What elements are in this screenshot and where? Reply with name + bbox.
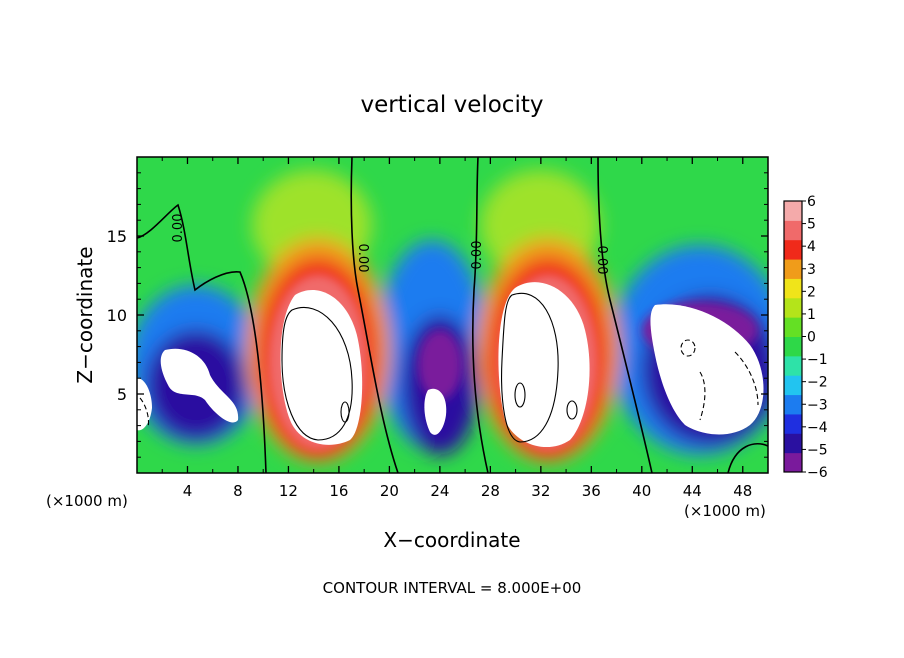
colorbar-tick-label: −1 bbox=[807, 352, 828, 368]
negative-contour-4 bbox=[139, 397, 150, 429]
x-tick-label: 12 bbox=[279, 482, 298, 500]
colorbar-swatch bbox=[784, 317, 802, 337]
colorbar-swatch bbox=[784, 297, 802, 318]
x-tick-label: 36 bbox=[582, 482, 601, 500]
saturated-downdraft-right bbox=[650, 304, 764, 435]
colorbar-tick-label: 0 bbox=[807, 330, 816, 346]
y-tick-label: 10 bbox=[107, 306, 127, 325]
colorbar-tick-label: −2 bbox=[807, 375, 828, 391]
y-tick-label: 15 bbox=[107, 227, 127, 246]
x-axis-label: X−coordinate bbox=[383, 528, 520, 552]
colorbar-tick-label: −6 bbox=[807, 465, 828, 481]
saturated-edge-left bbox=[137, 378, 152, 431]
colorbar-swatch bbox=[784, 433, 802, 454]
colorbar-swatch bbox=[784, 375, 802, 396]
colorbar-swatch bbox=[784, 355, 802, 376]
chart-title: vertical velocity bbox=[361, 92, 544, 118]
inner-contour-left bbox=[281, 306, 353, 441]
x-tick-label: 48 bbox=[733, 482, 752, 500]
saturated-downdraft-left bbox=[160, 348, 239, 423]
contour-label: 0.00 bbox=[470, 241, 485, 270]
colorbar-swatch bbox=[784, 201, 802, 221]
y-axis-label: Z−coordinate bbox=[73, 246, 97, 383]
zero-contour-1 bbox=[137, 203, 267, 473]
colorbar-tick-label: 5 bbox=[807, 217, 816, 233]
colorbar-swatch bbox=[784, 239, 802, 260]
colorbar-swatch bbox=[784, 278, 802, 299]
zero-contour-4 bbox=[597, 157, 653, 473]
colorbar-tick-label: 4 bbox=[807, 239, 816, 255]
colorbar-swatch bbox=[784, 220, 802, 241]
colorbar-tick-label: 1 bbox=[807, 307, 816, 323]
contour-label: 0.00 bbox=[171, 214, 186, 243]
colorbar-swatch bbox=[784, 452, 802, 473]
contour-interval-note: CONTOUR INTERVAL = 8.000E+00 bbox=[323, 579, 582, 597]
colorbar-swatch bbox=[784, 259, 802, 279]
y-tick-label: 5 bbox=[117, 385, 127, 404]
inner-contour-small-1 bbox=[514, 382, 526, 408]
x-tick-label: 20 bbox=[380, 482, 399, 500]
contour-label: 0.00 bbox=[355, 244, 370, 273]
saturated-updraft-right bbox=[498, 282, 590, 448]
x-tick-label: 28 bbox=[481, 482, 500, 500]
x-tick-label: 8 bbox=[233, 482, 243, 500]
contour-lines bbox=[137, 157, 768, 473]
heat-field bbox=[137, 157, 768, 473]
x-unit-right: (×1000 m) bbox=[684, 502, 766, 520]
zero-contour-3 bbox=[471, 157, 489, 473]
x-unit-left: (×1000 m) bbox=[46, 492, 128, 510]
colorbar-swatch bbox=[784, 413, 802, 434]
contour-label-group: 0.00 0.00 0.00 0.00 bbox=[171, 214, 609, 275]
colorbar-tick-label: −5 bbox=[807, 442, 828, 458]
colorbar-swatch bbox=[784, 336, 802, 357]
x-axis-ticks: 4 8 12 16 20 24 28 32 36 40 44 48 bbox=[161, 157, 752, 500]
x-tick-label: 32 bbox=[531, 482, 550, 500]
negative-contour-1 bbox=[680, 339, 696, 357]
x-tick-label: 24 bbox=[430, 482, 449, 500]
saturated-downdraft-mid bbox=[424, 388, 447, 435]
colorbar-tick-label: −4 bbox=[807, 420, 828, 436]
colorbar-swatch bbox=[784, 394, 802, 415]
x-tick-label: 40 bbox=[632, 482, 651, 500]
inner-contour-small-2 bbox=[340, 401, 350, 423]
zero-contour-5 bbox=[727, 442, 768, 473]
x-tick-label: 16 bbox=[329, 482, 348, 500]
negative-contour-2 bbox=[734, 351, 759, 406]
x-tick-label: 4 bbox=[183, 482, 193, 500]
inner-contour-small-3 bbox=[566, 400, 578, 420]
colorbar-tick-label: 2 bbox=[807, 284, 816, 300]
colorbar-tick-label: 6 bbox=[807, 194, 816, 210]
zero-contour-2 bbox=[350, 157, 399, 473]
colorbar-tick-label: 3 bbox=[807, 262, 816, 278]
colorbar-tick-label: −3 bbox=[807, 397, 828, 413]
negative-contour-3 bbox=[699, 371, 706, 421]
x-tick-label: 44 bbox=[683, 482, 702, 500]
downdraft-mid-purple bbox=[418, 330, 462, 400]
contour-label: 0.00 bbox=[594, 246, 609, 275]
colorbar: 6 5 4 3 2 1 0 −1 −2 −3 −4 −5 −6 bbox=[783, 194, 828, 481]
inner-contour-right bbox=[501, 292, 559, 443]
y-axis-ticks: 5 10 15 bbox=[107, 172, 768, 458]
